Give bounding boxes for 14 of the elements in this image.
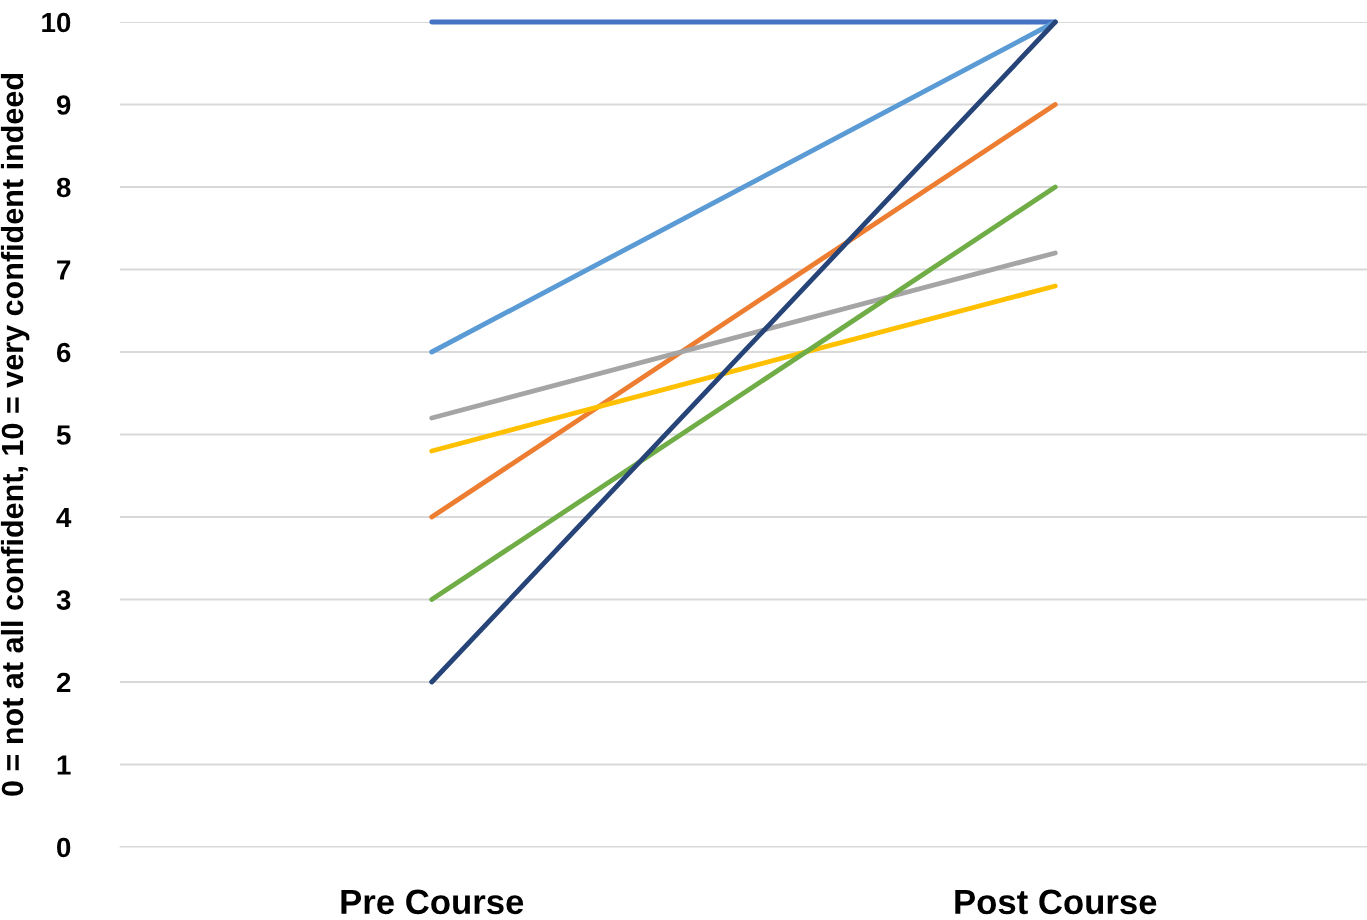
y-tick-label: 5 <box>56 425 71 445</box>
y-tick-label: 3 <box>56 590 71 610</box>
y-tick-label: 0 <box>57 837 71 858</box>
y-tick-label: 6 <box>56 342 71 363</box>
x-tick-label: Post Course <box>955 889 1157 915</box>
y-tick-label: 2 <box>56 672 71 693</box>
y-tick-label: 1 <box>57 755 71 775</box>
y-tick-label: 4 <box>56 507 72 528</box>
y-tick-label: 10 <box>42 12 71 33</box>
y-axis-title: 0 = not at all confident, 10 = very confident indeed <box>0 73 30 796</box>
y-tick-label: 8 <box>56 177 71 198</box>
y-tick-label: 9 <box>56 95 71 115</box>
x-tick-label: Pre Course <box>341 889 524 915</box>
y-tick-label: 7 <box>57 260 71 280</box>
